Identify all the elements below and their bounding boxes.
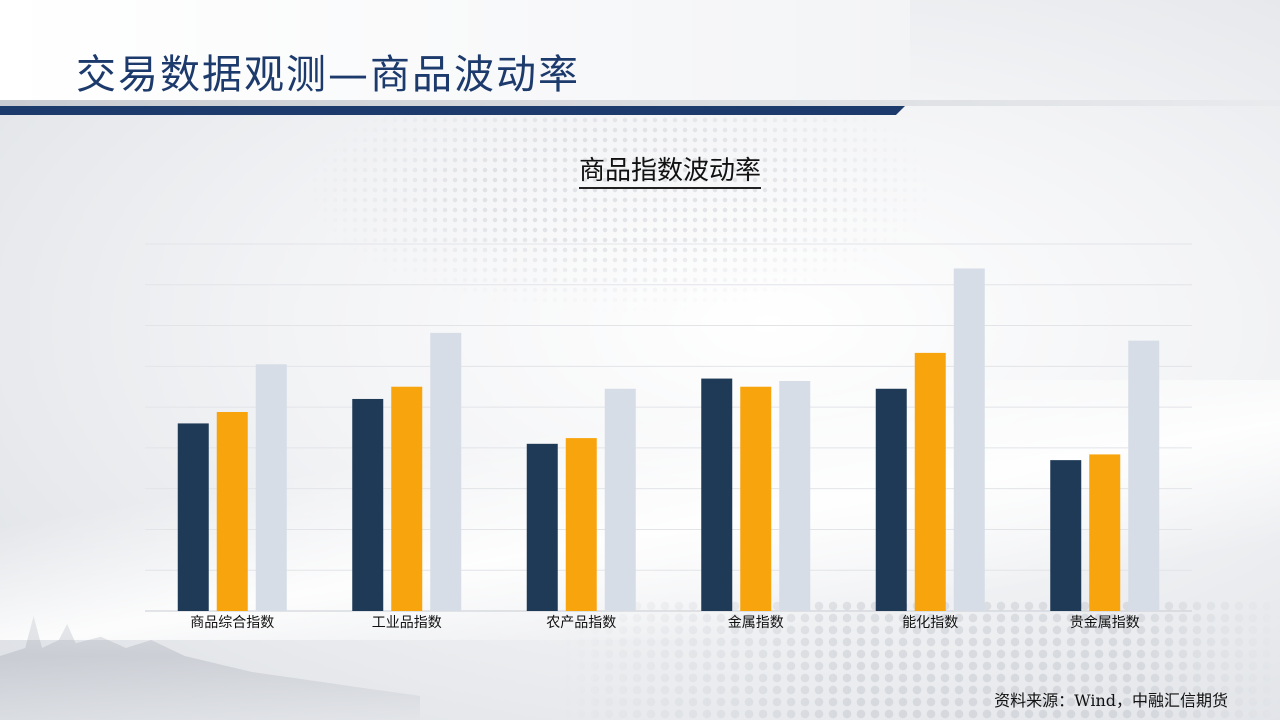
bar-series-1 [526,443,558,611]
x-tick-label: 贵金属指数 [1070,615,1140,631]
x-tick-label: 农产品指数 [546,615,616,631]
chart-bars [177,268,1160,611]
header-accent-line [0,106,905,115]
bar-series-2 [740,386,772,611]
bar-series-3 [430,332,462,611]
x-tick-label: 金属指数 [728,615,784,631]
chart-gridlines [145,243,1192,612]
bar-series-1 [1050,460,1082,611]
header-band [0,0,910,106]
chart-title-text: 商品指数波动率 [578,156,761,189]
bar-series-3 [255,364,287,611]
page-title: 交易数据观测—商品波动率 [76,52,580,98]
bar-series-2 [1089,454,1121,611]
chart-title: 商品指数波动率 [0,150,1280,189]
bar-series-3 [953,268,985,611]
header: 交易数据观测—商品波动率 [0,0,1280,120]
x-tick-label: 工业品指数 [372,615,442,631]
bar-series-3 [779,381,811,611]
header-shadow [0,100,1280,106]
bar-series-1 [875,388,907,611]
bar-series-2 [565,438,597,611]
bar-series-3 [604,388,636,611]
chart-tick-labels: 商品综合指数 工业品指数 农产品指数 金属指数 能化指数 贵金属指数 [190,615,1140,631]
x-tick-label: 商品综合指数 [190,615,274,631]
bar-series-1 [177,423,209,611]
x-tick-label: 能化指数 [902,615,958,631]
bar-series-1 [352,398,384,611]
bar-series-2 [914,352,946,611]
bar-series-3 [1128,340,1160,611]
bar-series-2 [216,412,248,611]
bar-series-1 [701,378,733,611]
bar-series-2 [391,386,423,611]
data-source-note: 资料来源：Wind，中融汇信期货 [994,691,1228,710]
background-world-map [300,105,940,315]
background-hex-pattern [560,600,1280,720]
